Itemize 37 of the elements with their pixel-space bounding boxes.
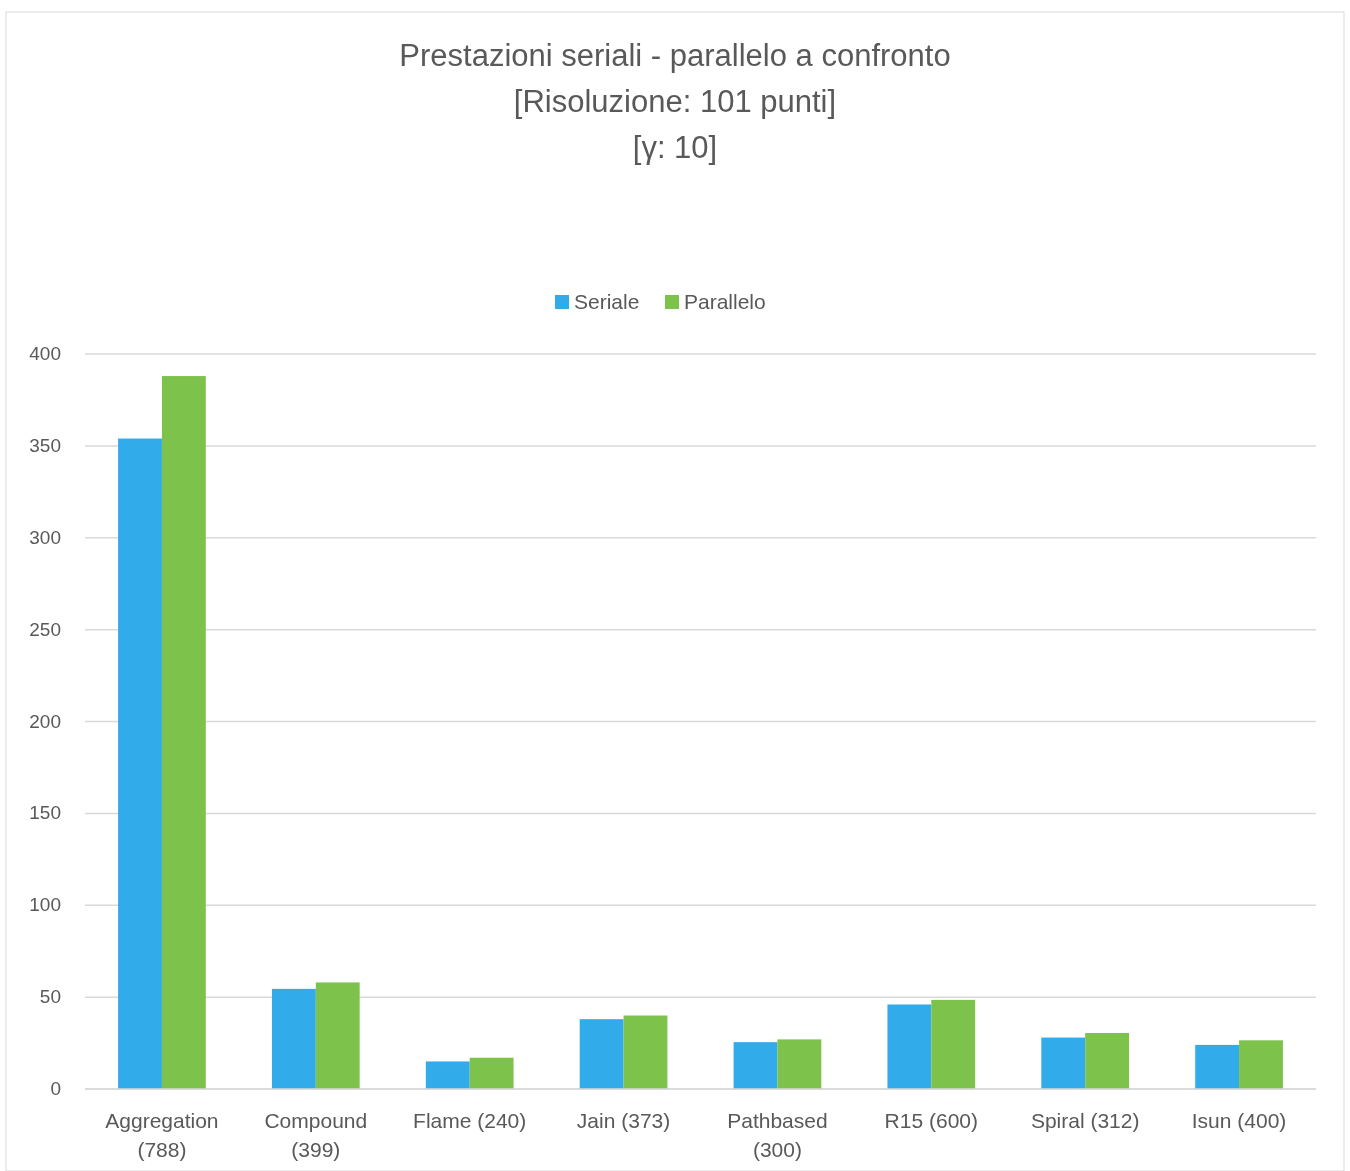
bar — [777, 1039, 822, 1089]
bar — [1239, 1040, 1283, 1089]
y-tick-label: 400 — [29, 343, 61, 364]
bar — [579, 1019, 624, 1089]
legend-label: Parallelo — [684, 290, 766, 313]
y-tick-label: 0 — [50, 1078, 61, 1099]
x-tick-label: Aggregation (788) — [105, 1109, 219, 1161]
bar — [271, 988, 316, 1089]
y-tick-label: 50 — [39, 986, 61, 1008]
bar — [887, 1004, 932, 1089]
bar — [1195, 1044, 1240, 1089]
y-tick-label: 300 — [29, 526, 61, 548]
bar — [425, 1061, 470, 1089]
bar — [315, 982, 360, 1089]
bar — [469, 1057, 514, 1089]
bar — [1085, 1032, 1130, 1089]
y-tick-label: 350 — [29, 434, 61, 456]
x-tick-label: Flame (240) — [413, 1109, 527, 1132]
bar — [161, 376, 206, 1089]
x-tick-label: Jain (373) — [576, 1109, 671, 1132]
x-tick-label: R15 (600) — [884, 1109, 979, 1132]
chart-subtitle: [Risoluzione: 101 punti] [γ: 10] — [513, 84, 837, 165]
legend-label: Seriale — [574, 290, 640, 313]
bar — [1041, 1037, 1086, 1089]
x-tick-label: Compound (399) — [264, 1109, 368, 1161]
x-tick-label: Isun (400) — [1191, 1109, 1287, 1132]
chart-title: Prestazioni seriali - parallelo a confronto — [399, 38, 951, 73]
x-tick-label: Pathbased (300) — [727, 1109, 828, 1161]
y-tick-label: 150 — [29, 802, 61, 824]
y-tick-label: 250 — [29, 618, 61, 640]
bar — [733, 1042, 778, 1089]
bar — [931, 999, 976, 1089]
y-tick-label: 100 — [29, 894, 61, 916]
y-tick-label: 200 — [29, 710, 61, 732]
x-tick-label: Spiral (312) — [1030, 1109, 1140, 1132]
bar — [623, 1015, 668, 1089]
bar — [118, 438, 162, 1089]
